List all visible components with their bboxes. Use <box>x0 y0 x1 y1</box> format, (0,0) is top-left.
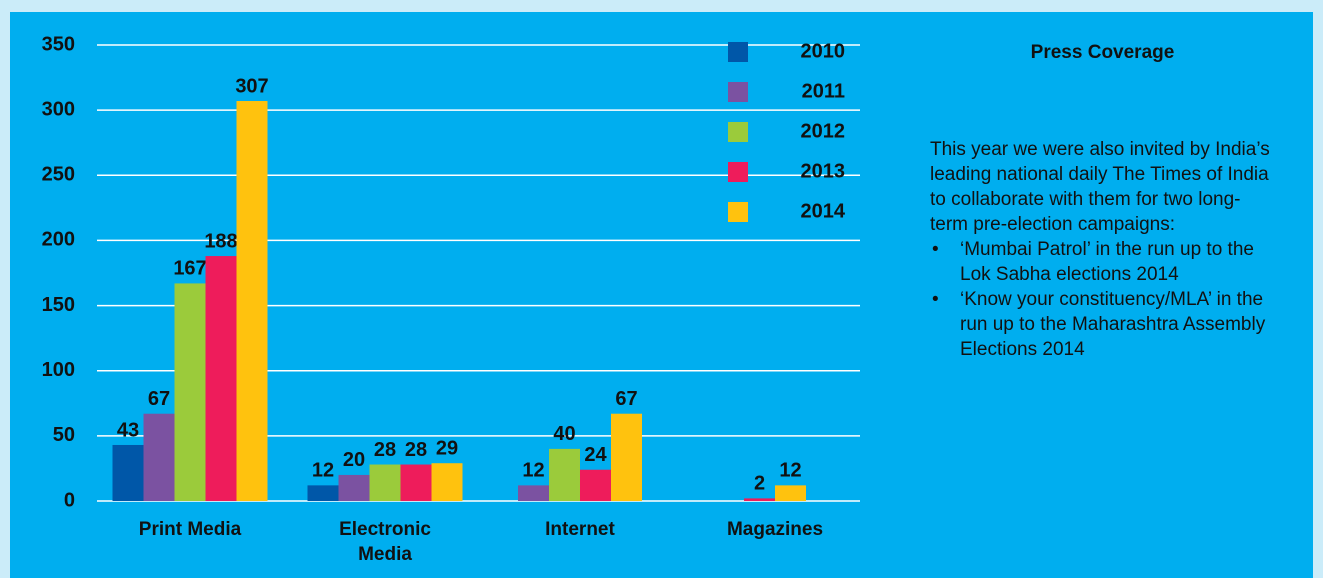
bar <box>400 464 432 501</box>
value-label: 2 <box>754 473 765 495</box>
value-label: 12 <box>779 460 801 482</box>
y-tick-label: 300 <box>42 98 75 120</box>
bullet: ‘Know your constituency/MLA’ in the run … <box>932 287 1275 362</box>
text-panel: Press Coverage This year we were also in… <box>930 40 1275 362</box>
legend-label: 2011 <box>802 80 845 102</box>
bar <box>174 283 206 501</box>
value-label: 12 <box>522 460 544 482</box>
legend-label: 2012 <box>801 120 846 142</box>
bar <box>744 498 775 501</box>
y-tick-label: 50 <box>53 424 75 446</box>
legend-swatch <box>728 162 748 182</box>
x-tick-label: Internet <box>545 519 615 540</box>
value-label: 28 <box>374 439 396 461</box>
legend-swatch <box>728 82 748 102</box>
bar <box>143 413 175 501</box>
bar <box>236 101 268 501</box>
legend-label: 2013 <box>801 160 846 182</box>
panel-paragraph: This year we were also invited by India’… <box>930 139 1270 235</box>
legend-label: 2014 <box>801 200 846 222</box>
y-tick-label: 350 <box>42 33 75 55</box>
bar <box>307 485 339 501</box>
legend-label: 2010 <box>801 40 846 62</box>
value-label: 167 <box>173 258 206 280</box>
value-label: 24 <box>584 444 607 466</box>
bullet: ‘Mumbai Patrol’ in the run up to the Lok… <box>932 237 1275 287</box>
legend-swatch <box>728 122 748 142</box>
panel-title: Press Coverage <box>1030 42 1175 63</box>
value-label: 67 <box>148 388 170 410</box>
y-tick-label: 250 <box>42 164 75 186</box>
value-label: 67 <box>615 388 637 410</box>
bullet-list: ‘Mumbai Patrol’ in the run up to the Lok… <box>930 237 1275 362</box>
bar <box>775 485 806 501</box>
y-tick-label: 200 <box>42 229 75 251</box>
bar <box>338 474 370 501</box>
legend-swatch <box>728 202 748 222</box>
value-label: 12 <box>312 460 334 482</box>
value-label: 28 <box>405 439 427 461</box>
value-label: 188 <box>204 230 237 252</box>
x-tick-label: Print Media <box>138 519 242 540</box>
bar <box>518 485 549 501</box>
bar <box>580 469 611 501</box>
value-label: 29 <box>436 437 458 459</box>
bar <box>112 444 144 501</box>
bar <box>549 448 580 501</box>
legend-swatch <box>728 42 748 62</box>
value-label: 307 <box>235 75 268 97</box>
value-label: 20 <box>343 449 365 471</box>
y-tick-label: 0 <box>64 489 75 511</box>
x-tick-label: Electronic Media <box>339 519 431 565</box>
value-label: 43 <box>117 419 139 441</box>
y-tick-label: 100 <box>42 359 75 381</box>
bar <box>611 413 642 501</box>
bar <box>431 463 463 501</box>
bar <box>369 464 401 501</box>
bar <box>205 256 237 501</box>
value-label: 40 <box>553 423 575 445</box>
y-tick-label: 150 <box>42 294 75 316</box>
x-tick-label: Magazines <box>726 519 824 540</box>
